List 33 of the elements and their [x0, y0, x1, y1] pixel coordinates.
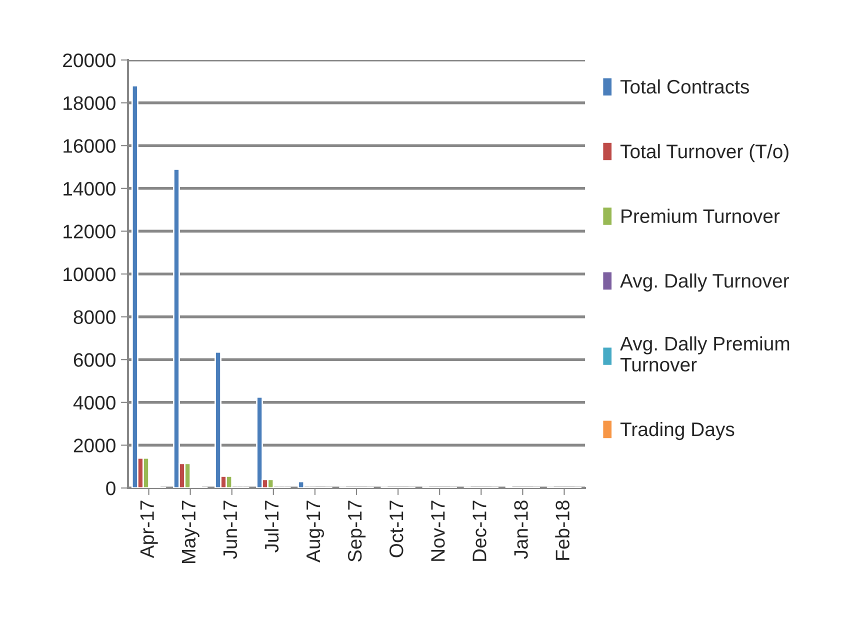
x-tick-label: Oct-17 [389, 500, 404, 558]
x-tick-label: Jul-17 [264, 500, 279, 552]
legend-label: Premium Turnover [622, 208, 780, 224]
y-tick-label: 4000 [73, 396, 116, 410]
bar [173, 168, 180, 488]
y-tick-label: 14000 [64, 182, 116, 196]
y-tick-label: 16000 [64, 139, 116, 153]
x-tick-label: May-17 [182, 500, 200, 564]
x-tick-label: Feb-18 [555, 500, 570, 560]
legend-label: Avg. Dally Turnover [620, 273, 790, 292]
bar [298, 480, 305, 488]
y-tick-label: 10000 [64, 267, 116, 282]
x-tick-label: Sep-17 [348, 500, 366, 562]
x-tick-label: Jan-18 [514, 500, 528, 559]
y-tick-label: 8000 [74, 310, 116, 324]
y-tick-label: 12000 [64, 224, 116, 238]
x-tick-label: Apr-17 [140, 500, 158, 558]
x-tick-label: Nov-17 [431, 500, 445, 561]
bar [214, 351, 222, 488]
bar [256, 396, 264, 488]
y-tick-label: 18000 [64, 96, 116, 110]
bar [131, 84, 138, 488]
y-tick-label: 0 [106, 481, 116, 496]
legend-label: Avg. Dally Premium Turnover [620, 336, 790, 372]
legend-label: Total Turnover (T/o) [620, 144, 788, 162]
legend-label: Trading Days [620, 422, 734, 440]
legend-label: Total Contracts [620, 79, 749, 94]
y-tick-label: 6000 [74, 353, 116, 367]
x-tick-label: Jun-17 [224, 500, 238, 559]
x-tick-label: Dec-17 [472, 500, 486, 561]
y-tick-label: 2000 [74, 438, 116, 452]
x-tick-label: Aug-17 [306, 500, 324, 562]
y-tick-label: 20000 [63, 53, 116, 68]
